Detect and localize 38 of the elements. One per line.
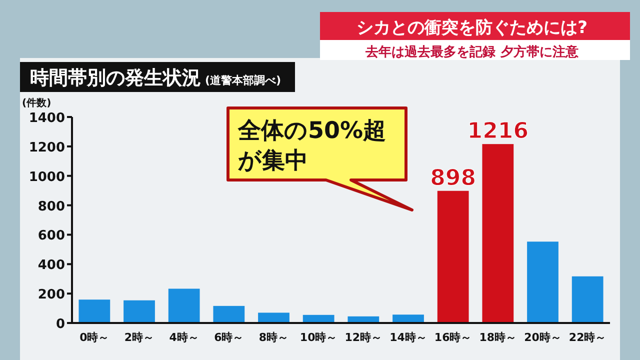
bar [482,144,514,323]
x-tick-label: 8時～ [258,331,289,344]
x-tick-label: 22時～ [568,331,606,344]
x-tick-label: 4時～ [169,331,199,344]
x-tick-label: 12時～ [344,331,382,344]
y-tick-label: 400 [38,258,65,274]
bar [213,306,245,323]
y-tick-label: 600 [38,228,65,244]
chart-title: 時間帯別の発生状況 [30,67,201,89]
x-tick-label: 6時～ [214,331,244,344]
y-tick-label: 1200 [28,140,65,156]
text: シカとの衝突を防ぐためには? [356,18,588,38]
bar [392,314,424,323]
data-label: 1216 [467,119,529,144]
data-label: 898 [430,166,476,191]
annotation: 全体の50%超が集中 [237,118,386,174]
y-axis-title: (件数) [22,97,52,109]
chart-subtitle: (道警本部調べ) [205,74,282,87]
bar [437,190,469,323]
x-tick-label: 2時～ [124,331,154,344]
y-tick-label: 0 [56,317,65,332]
x-tick-label: 10時～ [300,331,338,344]
bar [258,312,290,323]
bar [527,242,558,323]
text: 去年は過去最多を記録 夕方帯に注意 [364,44,580,60]
bar [572,276,604,323]
y-tick-label: 800 [38,199,65,214]
y-tick-label: 1400 [28,111,65,126]
x-tick-label: 20時～ [524,331,562,344]
x-tick-label: 18時～ [479,331,517,344]
x-tick-label: 14時～ [390,331,427,344]
y-tick-label: 1000 [28,170,65,185]
x-tick-label: 0時～ [80,331,110,344]
y-tick-label: 200 [38,288,65,303]
bar [78,300,110,323]
x-tick-label: 16時～ [434,331,472,344]
bar [168,288,200,323]
bar [124,300,155,323]
